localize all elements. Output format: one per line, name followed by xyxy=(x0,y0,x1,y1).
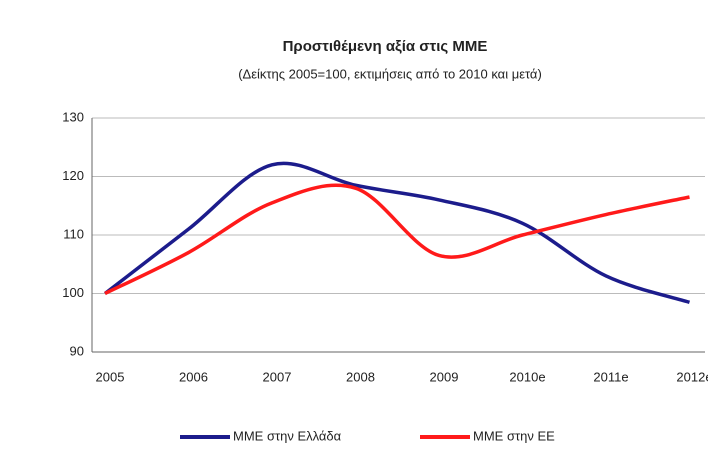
x-tick-label: 2007 xyxy=(263,369,292,384)
y-tick-label: 120 xyxy=(62,168,84,183)
legend-label: ΜΜΕ στην ΕΕ xyxy=(473,428,555,443)
x-tick-label: 2006 xyxy=(179,369,208,384)
chart-title: Προστιθέμενη αξία στις ΜΜΕ xyxy=(283,38,488,55)
x-tick-label: 2008 xyxy=(346,369,375,384)
y-tick-label: 110 xyxy=(63,226,84,241)
x-tick-label: 2005 xyxy=(96,369,125,384)
legend-label: ΜΜΕ στην Ελλάδα xyxy=(233,428,342,443)
chart-subtitle: (Δείκτης 2005=100, εκτιμήσεις από το 201… xyxy=(238,66,542,81)
x-tick-label: 2009 xyxy=(430,369,459,384)
line-series xyxy=(104,183,690,296)
x-tick-label: 2012e xyxy=(676,369,708,384)
x-tick-label: 2010e xyxy=(509,369,545,384)
x-tick-label: 2011e xyxy=(593,369,628,384)
y-tick-label: 90 xyxy=(70,343,84,358)
line-series xyxy=(103,161,691,304)
y-tick-label: 100 xyxy=(62,285,84,300)
y-tick-label: 130 xyxy=(62,109,84,124)
